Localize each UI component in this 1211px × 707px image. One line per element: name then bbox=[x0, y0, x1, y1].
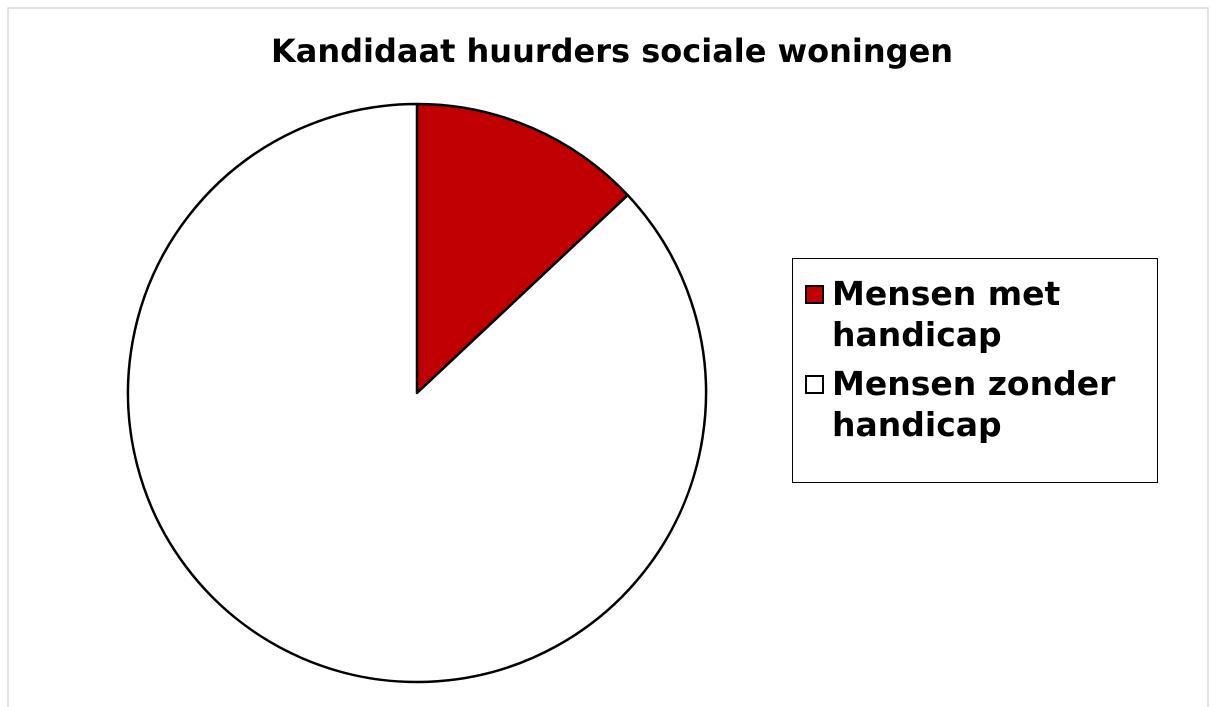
chart-border bbox=[7, 7, 1209, 707]
legend: Mensen met handicap Mensen zonder handica… bbox=[792, 258, 1158, 483]
legend-swatch bbox=[805, 375, 824, 394]
pie-slice bbox=[126, 102, 708, 684]
chart-title: Kandidaat huurders sociale woningen bbox=[271, 32, 953, 70]
legend-label: Mensen met handicap bbox=[832, 274, 1061, 354]
pie-slice bbox=[415, 102, 629, 395]
legend-entry: Mensen met handicap bbox=[805, 273, 1157, 355]
legend-label: Mensen zonder handicap bbox=[832, 364, 1116, 444]
pie bbox=[126, 102, 708, 684]
legend-entry: Mensen zonder handicap bbox=[805, 363, 1157, 445]
legend-swatch bbox=[805, 285, 824, 304]
